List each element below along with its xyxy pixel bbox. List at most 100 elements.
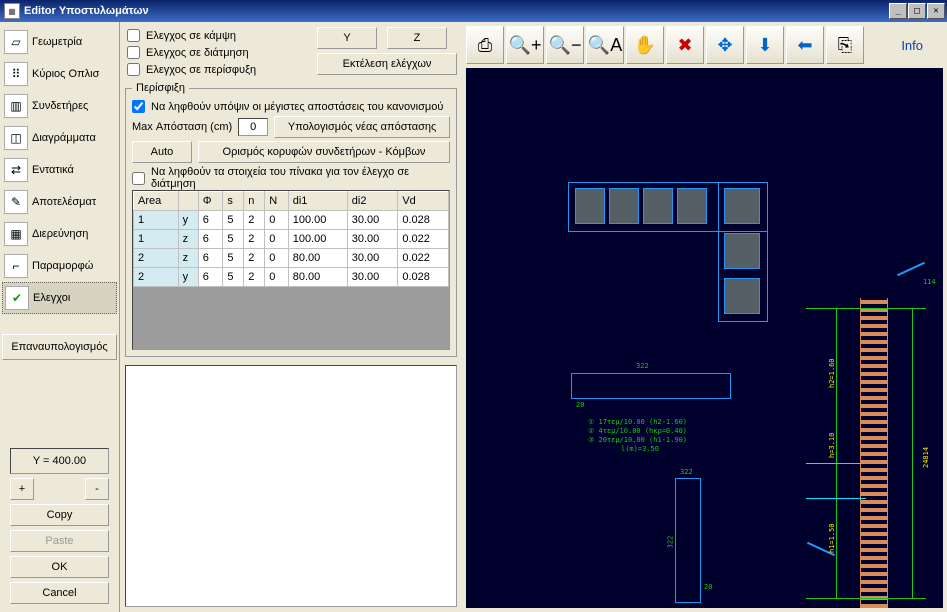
table-cell[interactable]: 5 xyxy=(223,211,244,230)
table-row[interactable]: 1y6520100.0030.000.028 xyxy=(134,211,449,230)
table-cell[interactable]: 80.00 xyxy=(288,268,347,287)
table-row[interactable]: 2y652080.0030.000.028 xyxy=(134,268,449,287)
data-table[interactable]: AreaΦsnNdi1di2Vd 1y6520100.0030.000.0281… xyxy=(132,190,450,350)
table-cell[interactable]: 100.00 xyxy=(288,230,347,249)
z-button[interactable]: Z xyxy=(387,27,447,49)
table-cell[interactable]: 2 xyxy=(244,249,265,268)
table-cell[interactable]: 30.00 xyxy=(347,230,398,249)
table-cell[interactable]: y xyxy=(178,211,198,230)
cad-annotation: ③ 20τεμ/10.00 (h1-1.90) xyxy=(588,436,687,444)
table-cell[interactable]: 6 xyxy=(198,268,223,287)
zoom-in-icon[interactable]: 🔍+ xyxy=(506,26,544,64)
table-row[interactable]: 1z6520100.0030.000.022 xyxy=(134,230,449,249)
table-cell[interactable]: 5 xyxy=(223,249,244,268)
plus-button[interactable]: + xyxy=(10,478,34,500)
info-link[interactable]: Info xyxy=(901,38,923,53)
table-cell[interactable]: 0.028 xyxy=(398,268,449,287)
move-icon[interactable]: ✥ xyxy=(706,26,744,64)
column-header[interactable]: n xyxy=(244,192,265,211)
diagram-icon: ◫ xyxy=(4,126,28,150)
tool-print-icon[interactable]: ⎙ xyxy=(466,26,504,64)
column-header[interactable] xyxy=(178,192,198,211)
column-header[interactable]: N xyxy=(265,192,288,211)
ok-button[interactable]: OK xyxy=(10,556,109,578)
table-cell[interactable]: z xyxy=(178,230,198,249)
left-icon[interactable]: ⬅ xyxy=(786,26,824,64)
table-cell[interactable]: 30.00 xyxy=(347,268,398,287)
nav-label: Συνδετήρες xyxy=(32,100,88,112)
consider-table-check[interactable] xyxy=(132,172,145,185)
elev-label: 24814 xyxy=(922,447,930,468)
cancel-button[interactable]: Cancel xyxy=(10,582,109,604)
nav-forces[interactable]: ⇄Εντατικά xyxy=(2,154,117,186)
nav-main-rebar[interactable]: ⠿Κύριος Οπλισ xyxy=(2,58,117,90)
nav-deform[interactable]: ⌐Παραμορφώ xyxy=(2,250,117,282)
table-cell[interactable]: 0.022 xyxy=(398,249,449,268)
table-cell[interactable]: 0 xyxy=(265,249,288,268)
copy-button[interactable]: Copy xyxy=(10,504,109,526)
table-cell[interactable]: 2 xyxy=(244,211,265,230)
bending-check[interactable] xyxy=(127,29,140,42)
zoom-all-icon[interactable]: 🔍A xyxy=(586,26,624,64)
table-cell[interactable]: 0.028 xyxy=(398,211,449,230)
maximize-button[interactable]: □ xyxy=(908,3,926,19)
table-cell[interactable]: 2 xyxy=(244,268,265,287)
table-cell[interactable]: 0 xyxy=(265,230,288,249)
nav-geometry[interactable]: ▱Γεωμετρία xyxy=(2,26,117,58)
table-cell[interactable]: 6 xyxy=(198,211,223,230)
cad-annotation: l(m)=3.50 xyxy=(621,445,659,453)
nav-stirrups[interactable]: ▥Συνδετήρες xyxy=(2,90,117,122)
bending-label: Ελεγχος σε κάμψη xyxy=(146,30,236,42)
column-header[interactable]: Area xyxy=(134,192,179,211)
table-cell[interactable]: 5 xyxy=(223,268,244,287)
down-icon[interactable]: ⬇ xyxy=(746,26,784,64)
minus-button[interactable]: - xyxy=(85,478,109,500)
table-cell[interactable]: 1 xyxy=(134,211,179,230)
table-cell[interactable]: y xyxy=(178,268,198,287)
column-header[interactable]: s xyxy=(223,192,244,211)
table-cell[interactable]: 0 xyxy=(265,211,288,230)
run-checks-button[interactable]: Εκτέλεση ελέγχων xyxy=(317,53,457,75)
table-cell[interactable]: 6 xyxy=(198,249,223,268)
nav-diagrams[interactable]: ◫Διαγράμματα xyxy=(2,122,117,154)
table-cell[interactable]: 30.00 xyxy=(347,249,398,268)
cad-canvas[interactable]: 322 20 ① 17τεμ/10.00 (h2-1.60) ② 4τεμ/10… xyxy=(466,68,943,608)
table-cell[interactable]: 2 xyxy=(244,230,265,249)
recalculate-button[interactable]: Επαναυπολογισμός xyxy=(2,334,117,360)
table-cell[interactable]: 2 xyxy=(134,249,179,268)
zoom-out-icon[interactable]: 🔍− xyxy=(546,26,584,64)
table-cell[interactable]: 100.00 xyxy=(288,211,347,230)
nav-investigate[interactable]: ▦Διερεύνηση xyxy=(2,218,117,250)
column-header[interactable]: Φ xyxy=(198,192,223,211)
minimize-button[interactable]: _ xyxy=(889,3,907,19)
column-header[interactable]: di1 xyxy=(288,192,347,211)
auto-button[interactable]: Auto xyxy=(132,141,192,163)
table-cell[interactable]: 5 xyxy=(223,230,244,249)
dim-label: 322 xyxy=(680,468,693,476)
nav-checks[interactable]: ✔Ελεγχοι xyxy=(2,282,117,314)
y-button[interactable]: Y xyxy=(317,27,377,49)
nav-results[interactable]: ✎Αποτελέσματ xyxy=(2,186,117,218)
table-cell[interactable]: 30.00 xyxy=(347,211,398,230)
confine-check[interactable] xyxy=(127,63,140,76)
column-header[interactable]: di2 xyxy=(347,192,398,211)
max-dist-input[interactable] xyxy=(238,118,268,136)
table-row[interactable]: 2z652080.0030.000.022 xyxy=(134,249,449,268)
delete-icon[interactable]: ✖ xyxy=(666,26,704,64)
paste-button[interactable]: Paste xyxy=(10,530,109,552)
close-button[interactable]: ✕ xyxy=(927,3,945,19)
tool-export-icon[interactable]: ⎘ xyxy=(826,26,864,64)
table-cell[interactable]: z xyxy=(178,249,198,268)
table-cell[interactable]: 2 xyxy=(134,268,179,287)
calc-dist-button[interactable]: Υπολογισμός νέας απόστασης xyxy=(274,116,450,138)
table-cell[interactable]: 0 xyxy=(265,268,288,287)
table-cell[interactable]: 0.022 xyxy=(398,230,449,249)
table-cell[interactable]: 80.00 xyxy=(288,249,347,268)
table-cell[interactable]: 1 xyxy=(134,230,179,249)
shear-check[interactable] xyxy=(127,46,140,59)
column-header[interactable]: Vd xyxy=(398,192,449,211)
define-nodes-button[interactable]: Ορισμός κορυφών συνδετήρων - Κόμβων xyxy=(198,141,450,163)
pan-icon[interactable]: ✋ xyxy=(626,26,664,64)
consider-max-check[interactable] xyxy=(132,100,145,113)
table-cell[interactable]: 6 xyxy=(198,230,223,249)
